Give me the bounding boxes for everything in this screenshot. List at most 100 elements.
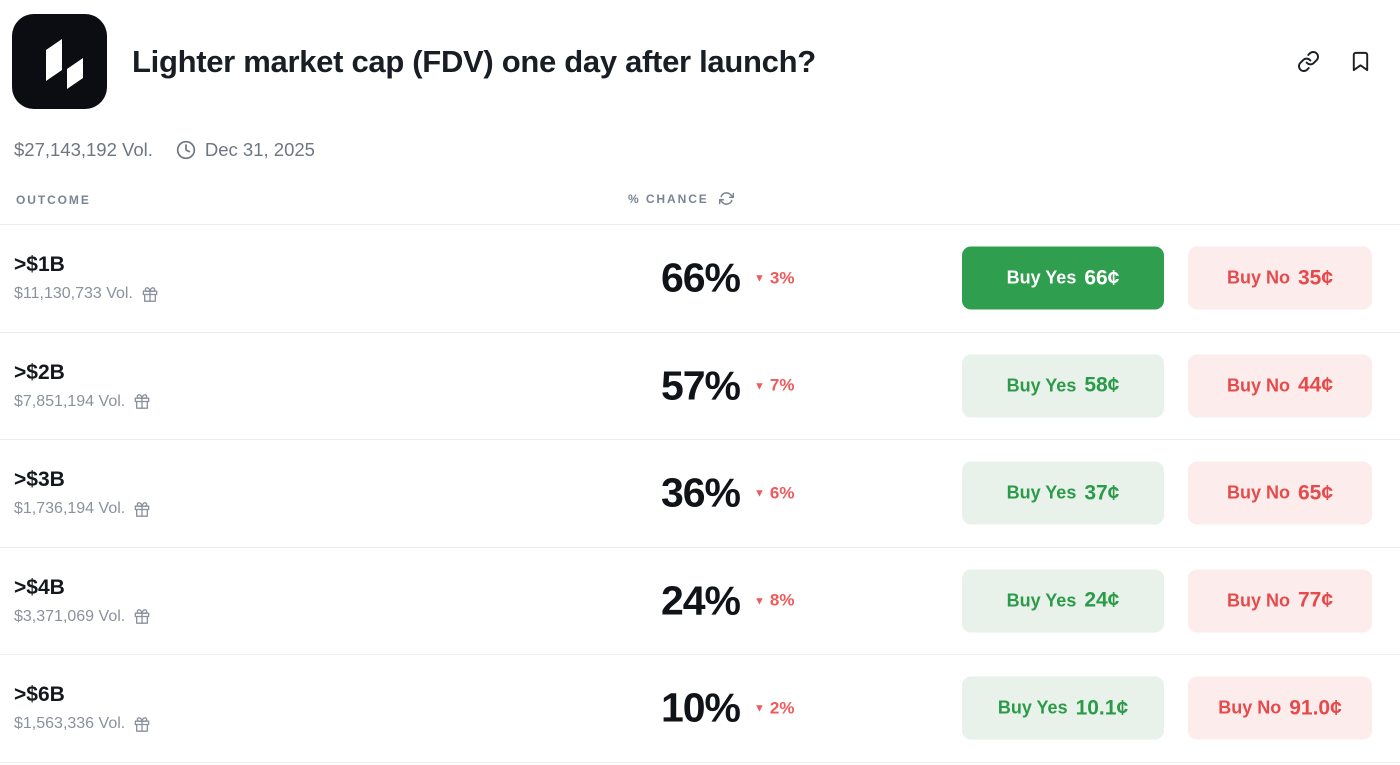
outcome-cell: >$3B $1,736,194 Vol.	[14, 468, 150, 518]
buy-yes-label: Buy Yes	[1006, 375, 1077, 396]
outcome-volume: $7,851,194 Vol.	[14, 392, 126, 410]
chance-percent: 57%	[660, 362, 741, 409]
buy-yes-label: Buy Yes	[1006, 482, 1077, 503]
outcome-name: >$3B	[14, 468, 65, 492]
outcome-name: >$6B	[14, 683, 65, 707]
buy-yes-price: 24¢	[1084, 588, 1120, 612]
chance-column-header: % CHANCE	[628, 191, 709, 206]
outcome-volume: $1,563,336 Vol.	[14, 715, 126, 733]
chance-percent: 24%	[660, 577, 741, 624]
outcome-cell: >$4B $3,371,069 Vol.	[14, 576, 150, 626]
chance-change: ▼ 8%	[754, 591, 794, 611]
outcome-cell: >$1B $11,130,733 Vol.	[14, 253, 158, 303]
gift-icon[interactable]	[134, 608, 150, 625]
buy-yes-button[interactable]: Buy Yes 24¢	[962, 569, 1164, 633]
buy-no-label: Buy No	[1226, 590, 1290, 611]
clock-icon	[176, 140, 196, 160]
trade-buttons: Buy Yes 24¢ Buy No 77¢	[962, 569, 1372, 633]
buy-no-price: 44¢	[1297, 373, 1334, 397]
buy-yes-price: 37¢	[1084, 481, 1120, 505]
trade-buttons: Buy Yes 58¢ Buy No 44¢	[962, 354, 1372, 418]
change-percent: 6%	[769, 483, 795, 503]
chance-change: ▼ 2%	[754, 698, 794, 718]
gift-icon[interactable]	[134, 716, 150, 733]
trade-buttons: Buy Yes 10.1¢ Buy No 91.0¢	[962, 676, 1372, 740]
outcome-cell: >$2B $7,851,194 Vol.	[14, 361, 150, 411]
market-logo	[12, 14, 107, 109]
outcome-name: >$4B	[14, 575, 65, 599]
buy-yes-price: 10.1¢	[1075, 696, 1129, 720]
buy-yes-button[interactable]: Buy Yes 10.1¢	[962, 676, 1164, 740]
lighter-logo-icon	[46, 39, 83, 89]
total-volume: $27,143,192 Vol.	[14, 139, 153, 160]
trade-buttons: Buy Yes 37¢ Buy No 65¢	[962, 461, 1372, 525]
outcome-row: >$4B $3,371,069 Vol. 24% ▼ 8%	[0, 548, 1400, 655]
down-triangle-icon: ▼	[754, 380, 765, 393]
page-title: Lighter market cap (FDV) one day after l…	[132, 43, 816, 79]
down-triangle-icon: ▼	[754, 702, 765, 715]
buy-no-price: 65¢	[1297, 481, 1334, 505]
chance-cell: 24% ▼ 8%	[560, 577, 795, 624]
change-percent: 7%	[769, 375, 795, 395]
down-triangle-icon: ▼	[754, 595, 765, 608]
outcome-cell: >$6B $1,563,336 Vol.	[14, 683, 150, 733]
buy-no-button[interactable]: Buy No 44¢	[1188, 354, 1372, 418]
change-percent: 2%	[769, 698, 795, 718]
buy-yes-button[interactable]: Buy Yes 66¢	[962, 246, 1164, 310]
buy-yes-price: 58¢	[1084, 373, 1120, 397]
buy-no-price: 91.0¢	[1289, 696, 1342, 720]
outcome-volume: $11,130,733 Vol.	[14, 285, 133, 303]
buy-yes-label: Buy Yes	[1006, 267, 1077, 288]
gift-icon[interactable]	[134, 393, 150, 410]
buy-yes-label: Buy Yes	[997, 697, 1068, 718]
outcome-rows: >$1B $11,130,733 Vol. 66% ▼ 3%	[0, 225, 1400, 763]
buy-no-label: Buy No	[1226, 375, 1290, 396]
buy-no-button[interactable]: Buy No 65¢	[1188, 461, 1372, 525]
refresh-icon[interactable]	[718, 191, 734, 206]
market-meta: $27,143,192 Vol. Dec 31, 2025	[14, 139, 1400, 161]
change-percent: 3%	[769, 268, 795, 288]
outcome-column-header: OUTCOME	[16, 193, 91, 207]
outcome-volume: $3,371,069 Vol.	[14, 607, 126, 625]
buy-no-label: Buy No	[1226, 267, 1290, 288]
bookmark-icon[interactable]	[1349, 50, 1372, 73]
buy-no-button[interactable]: Buy No 77¢	[1188, 569, 1372, 633]
chance-cell: 66% ▼ 3%	[560, 254, 795, 302]
chance-cell: 10% ▼ 2%	[560, 684, 795, 732]
chance-percent: 10%	[660, 684, 741, 731]
market-header: Lighter market cap (FDV) one day after l…	[0, 0, 1400, 109]
buy-yes-button[interactable]: Buy Yes 58¢	[962, 354, 1164, 418]
outcome-row: >$2B $7,851,194 Vol. 57% ▼ 7%	[0, 333, 1400, 440]
down-triangle-icon: ▼	[754, 487, 765, 500]
buy-no-button[interactable]: Buy No 91.0¢	[1188, 676, 1372, 740]
chance-change: ▼ 3%	[754, 268, 794, 288]
outcome-volume: $1,736,194 Vol.	[14, 500, 126, 518]
end-date: Dec 31, 2025	[204, 139, 315, 160]
copy-link-icon[interactable]	[1297, 50, 1320, 73]
chance-percent: 66%	[660, 254, 741, 301]
header-actions	[1297, 50, 1372, 73]
gift-icon[interactable]	[134, 501, 150, 518]
outcome-name: >$1B	[14, 253, 65, 277]
outcome-name: >$2B	[14, 360, 65, 384]
gift-icon[interactable]	[142, 286, 158, 303]
buy-no-label: Buy No	[1218, 697, 1282, 718]
chance-change: ▼ 6%	[754, 483, 794, 503]
buy-yes-price: 66¢	[1084, 266, 1120, 290]
outcome-row: >$1B $11,130,733 Vol. 66% ▼ 3%	[0, 225, 1400, 333]
buy-no-label: Buy No	[1226, 482, 1290, 503]
down-triangle-icon: ▼	[754, 272, 765, 285]
buy-no-price: 35¢	[1297, 266, 1334, 290]
outcome-row: >$6B $1,563,336 Vol. 10% ▼ 2%	[0, 655, 1400, 763]
chance-cell: 36% ▼ 6%	[560, 469, 795, 517]
outcome-row: >$3B $1,736,194 Vol. 36% ▼ 6%	[0, 440, 1400, 548]
chance-cell: 57% ▼ 7%	[560, 362, 795, 409]
trade-buttons: Buy Yes 66¢ Buy No 35¢	[962, 246, 1372, 310]
table-header: OUTCOME % CHANCE	[0, 191, 1400, 225]
buy-yes-label: Buy Yes	[1006, 590, 1077, 611]
chance-percent: 36%	[660, 469, 741, 516]
buy-no-price: 77¢	[1297, 588, 1334, 612]
buy-yes-button[interactable]: Buy Yes 37¢	[962, 461, 1164, 525]
buy-no-button[interactable]: Buy No 35¢	[1188, 246, 1372, 310]
